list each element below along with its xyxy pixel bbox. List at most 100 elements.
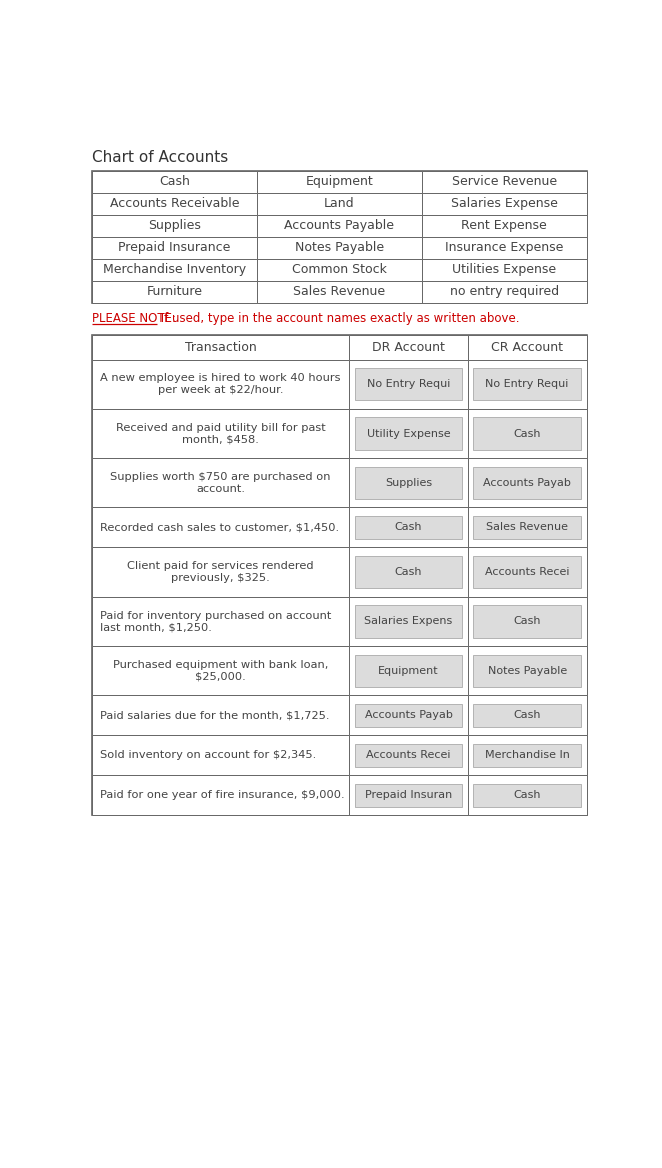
- Bar: [92, 171, 587, 303]
- Text: Accounts Receivable: Accounts Receivable: [110, 197, 239, 210]
- Bar: [355, 556, 462, 589]
- Text: Cash: Cash: [395, 568, 422, 577]
- Bar: [468, 776, 587, 815]
- Text: Prepaid Insurance: Prepaid Insurance: [118, 242, 230, 255]
- Bar: [468, 409, 587, 458]
- Text: Cash: Cash: [514, 617, 541, 626]
- Bar: [257, 215, 422, 237]
- Text: Notes Payable: Notes Payable: [487, 666, 567, 676]
- Bar: [355, 467, 462, 499]
- Text: Paid salaries due for the month, $1,725.: Paid salaries due for the month, $1,725.: [100, 710, 329, 721]
- Bar: [349, 335, 468, 360]
- Text: Service Revenue: Service Revenue: [451, 175, 557, 188]
- Text: Paid for inventory purchased on account
last month, $1,250.: Paid for inventory purchased on account …: [100, 611, 331, 632]
- Bar: [422, 237, 587, 259]
- Bar: [355, 704, 462, 726]
- Text: Cash: Cash: [159, 175, 190, 188]
- Bar: [349, 597, 468, 646]
- Text: Chart of Accounts: Chart of Accounts: [92, 150, 228, 165]
- Text: Supplies: Supplies: [148, 220, 201, 232]
- Text: Merchandise Inventory: Merchandise Inventory: [103, 263, 246, 276]
- Bar: [473, 704, 581, 726]
- Bar: [422, 193, 587, 215]
- Text: Client paid for services rendered
previously, $325.: Client paid for services rendered previo…: [127, 562, 314, 583]
- Text: Equipment: Equipment: [305, 175, 373, 188]
- Text: Cash: Cash: [514, 791, 541, 800]
- Text: Utilities Expense: Utilities Expense: [452, 263, 556, 276]
- Bar: [473, 417, 581, 450]
- Bar: [468, 695, 587, 736]
- Bar: [422, 171, 587, 193]
- Bar: [349, 736, 468, 776]
- Bar: [349, 458, 468, 507]
- Bar: [473, 516, 581, 538]
- Text: No Entry Requi: No Entry Requi: [367, 380, 450, 389]
- Bar: [92, 646, 349, 695]
- Text: Cash: Cash: [514, 429, 541, 438]
- Text: Sold inventory on account for $2,345.: Sold inventory on account for $2,345.: [100, 750, 316, 760]
- Text: Accounts Payab: Accounts Payab: [483, 478, 571, 488]
- Bar: [349, 695, 468, 736]
- Bar: [349, 507, 468, 548]
- Bar: [257, 280, 422, 303]
- Text: Notes Payable: Notes Payable: [295, 242, 384, 255]
- Bar: [473, 556, 581, 589]
- Bar: [349, 409, 468, 458]
- Bar: [257, 237, 422, 259]
- Bar: [473, 784, 581, 807]
- Bar: [349, 646, 468, 695]
- Text: If used, type in the account names exactly as written above.: If used, type in the account names exact…: [157, 312, 520, 325]
- Bar: [92, 171, 257, 193]
- Bar: [92, 458, 349, 507]
- Bar: [468, 458, 587, 507]
- Bar: [355, 744, 462, 767]
- Text: Supplies: Supplies: [385, 478, 432, 488]
- Text: Cash: Cash: [395, 522, 422, 533]
- Text: Paid for one year of fire insurance, $9,000.: Paid for one year of fire insurance, $9,…: [100, 791, 344, 800]
- Text: no entry required: no entry required: [449, 285, 559, 298]
- Bar: [355, 516, 462, 538]
- Bar: [92, 280, 257, 303]
- Bar: [92, 548, 349, 597]
- Text: A new employee is hired to work 40 hours
per week at $22/hour.: A new employee is hired to work 40 hours…: [101, 374, 341, 395]
- Bar: [92, 507, 349, 548]
- Text: Transaction: Transaction: [185, 341, 256, 354]
- Text: DR Account: DR Account: [372, 341, 445, 354]
- Text: Supplies worth $750 are purchased on
account.: Supplies worth $750 are purchased on acc…: [111, 472, 331, 494]
- Bar: [473, 467, 581, 499]
- Bar: [422, 215, 587, 237]
- Text: Cash: Cash: [514, 710, 541, 721]
- Text: Rent Expense: Rent Expense: [461, 220, 547, 232]
- Bar: [92, 776, 349, 815]
- Bar: [473, 744, 581, 767]
- Bar: [468, 646, 587, 695]
- Bar: [349, 776, 468, 815]
- Bar: [355, 605, 462, 638]
- Bar: [92, 335, 349, 360]
- Text: Furniture: Furniture: [146, 285, 203, 298]
- Bar: [355, 417, 462, 450]
- Bar: [468, 507, 587, 548]
- Text: Received and paid utility bill for past
month, $458.: Received and paid utility bill for past …: [116, 423, 326, 444]
- Bar: [468, 335, 587, 360]
- Text: Accounts Recei: Accounts Recei: [485, 568, 569, 577]
- Text: Land: Land: [324, 197, 355, 210]
- Bar: [473, 368, 581, 401]
- Bar: [422, 280, 587, 303]
- Bar: [468, 597, 587, 646]
- Bar: [92, 237, 257, 259]
- Text: Prepaid Insuran: Prepaid Insuran: [365, 791, 452, 800]
- Bar: [92, 215, 257, 237]
- Text: Merchandise In: Merchandise In: [485, 750, 569, 760]
- Text: Purchased equipment with bank loan,
$25,000.: Purchased equipment with bank loan, $25,…: [113, 660, 328, 681]
- Bar: [473, 605, 581, 638]
- Bar: [92, 409, 349, 458]
- Text: CR Account: CR Account: [491, 341, 563, 354]
- Text: PLEASE NOTE:: PLEASE NOTE:: [92, 312, 176, 325]
- Text: No Entry Requi: No Entry Requi: [485, 380, 569, 389]
- Text: Utility Expense: Utility Expense: [367, 429, 450, 438]
- Bar: [92, 736, 349, 776]
- Bar: [257, 259, 422, 280]
- Text: Common Stock: Common Stock: [292, 263, 387, 276]
- Text: Sales Revenue: Sales Revenue: [293, 285, 385, 298]
